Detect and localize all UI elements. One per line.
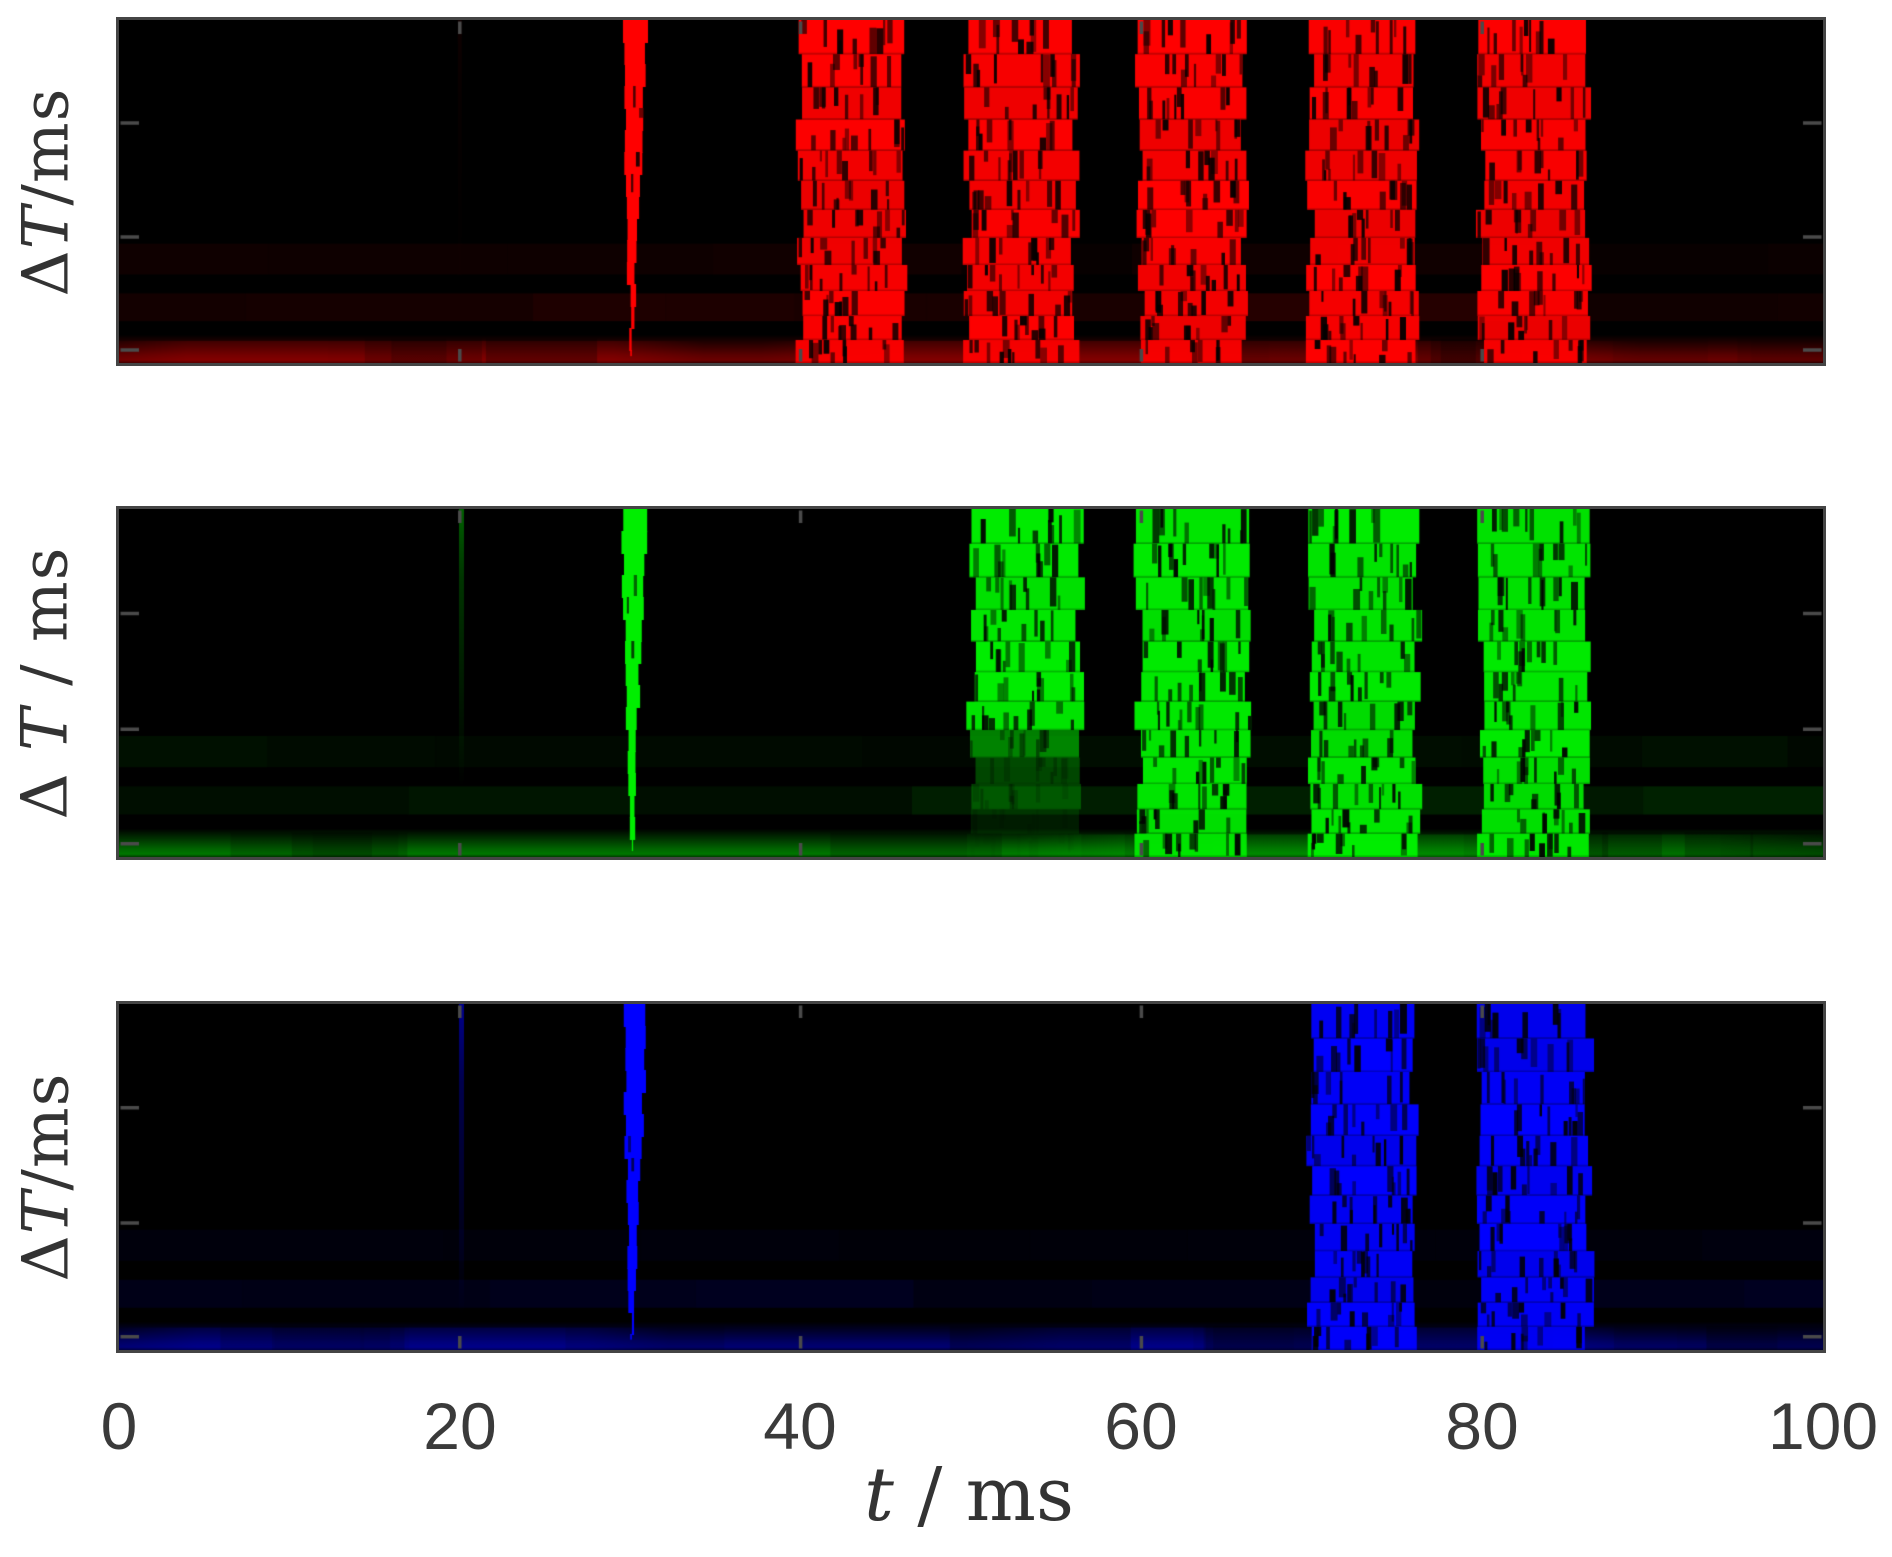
- y-axis-label-blue: ΔT/ms: [0, 1004, 92, 1350]
- green-raster-canvas: [119, 509, 1823, 857]
- variable-T: T: [9, 1190, 83, 1235]
- y-axis-label-text: ΔT/ms: [9, 87, 83, 296]
- y-axis-label-text: ΔT/ms: [9, 1073, 83, 1282]
- y-axis-label-text: Δ T / ms: [9, 546, 83, 819]
- red-raster-canvas: [119, 20, 1823, 363]
- x-tick-label-0: 0: [100, 1389, 138, 1463]
- unit-ms: /ms: [9, 1072, 83, 1191]
- x-tick-label-40: 40: [763, 1389, 837, 1463]
- blue-raster-canvas: [119, 1004, 1823, 1350]
- x-tick-label-20: 20: [423, 1389, 497, 1463]
- delta-symbol: Δ: [9, 750, 83, 820]
- x-tick-label-80: 80: [1445, 1389, 1519, 1463]
- unit-ms: / ms: [9, 546, 83, 708]
- y-axis-label-green: Δ T / ms: [0, 509, 92, 857]
- variable-t: t: [864, 1452, 894, 1538]
- variable-T: T: [9, 205, 83, 249]
- delta-symbol: Δ: [9, 248, 83, 296]
- x-tick-label-100: 100: [1767, 1389, 1879, 1463]
- heatmap-panel-green: [116, 506, 1826, 860]
- x-axis-label: t / ms: [864, 1452, 1074, 1538]
- unit-ms: /ms: [9, 87, 83, 206]
- y-axis-label-red: ΔT/ms: [0, 20, 92, 363]
- unit-ms: / ms: [893, 1452, 1074, 1538]
- delta-symbol: Δ: [9, 1234, 83, 1282]
- heatmap-panel-blue: [116, 1001, 1826, 1353]
- heatmap-panel-red: [116, 17, 1826, 366]
- variable-T: T: [9, 707, 83, 751]
- x-tick-label-60: 60: [1104, 1389, 1178, 1463]
